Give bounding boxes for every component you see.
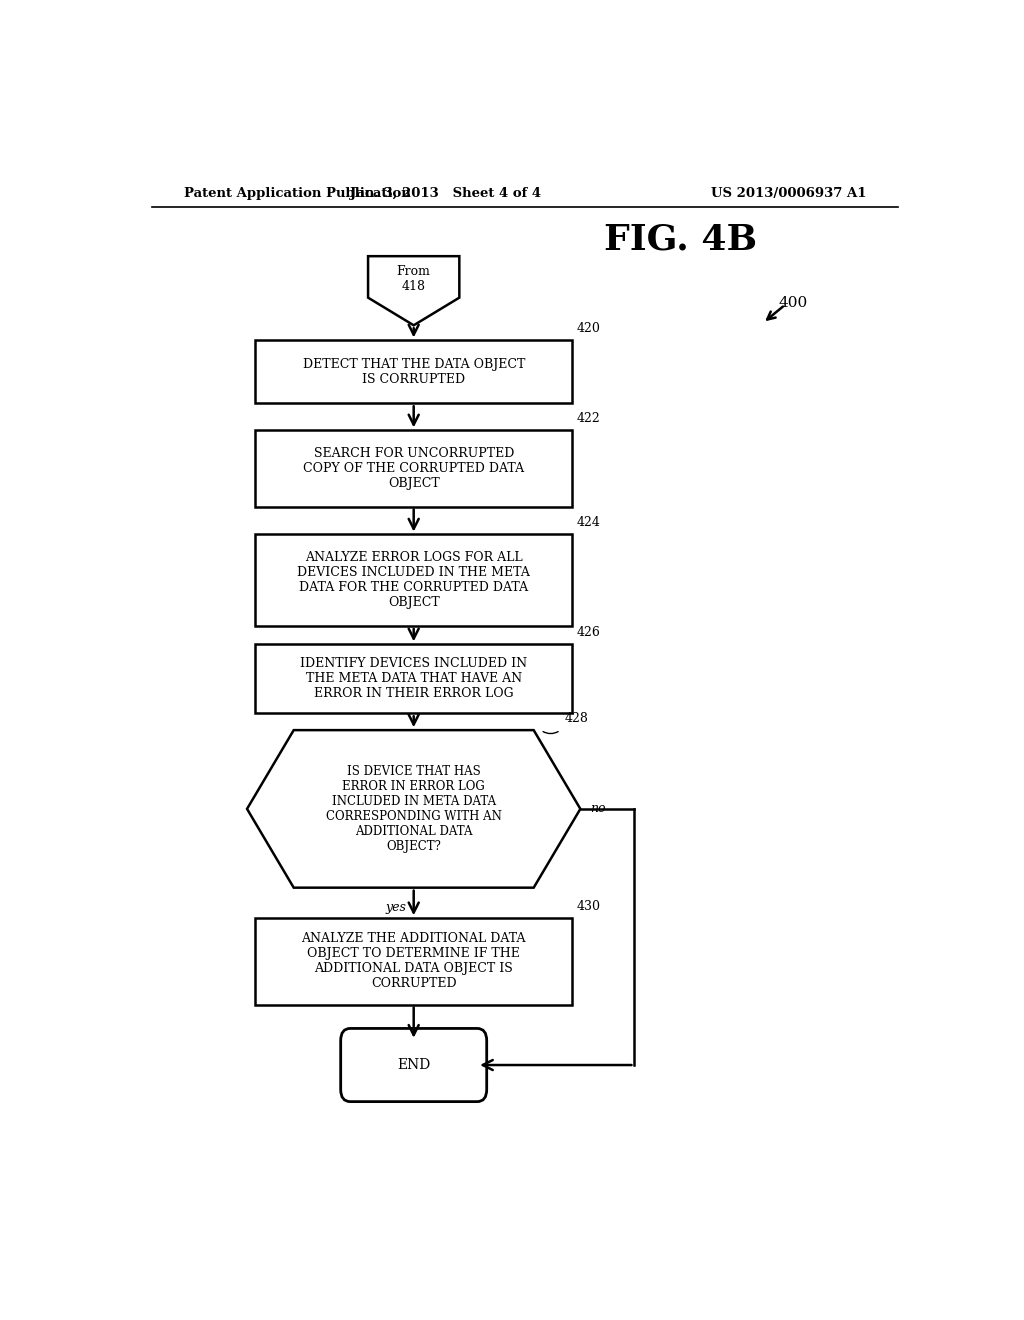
Text: 400: 400 bbox=[778, 296, 808, 310]
FancyBboxPatch shape bbox=[255, 535, 572, 626]
Text: FIG. 4B: FIG. 4B bbox=[604, 223, 758, 256]
FancyBboxPatch shape bbox=[255, 919, 572, 1005]
Text: IS DEVICE THAT HAS
ERROR IN ERROR LOG
INCLUDED IN META DATA
CORRESPONDING WITH A: IS DEVICE THAT HAS ERROR IN ERROR LOG IN… bbox=[326, 764, 502, 853]
Text: 424: 424 bbox=[577, 516, 600, 529]
Text: 430: 430 bbox=[577, 900, 600, 913]
Text: DETECT THAT THE DATA OBJECT
IS CORRUPTED: DETECT THAT THE DATA OBJECT IS CORRUPTED bbox=[302, 358, 525, 385]
FancyBboxPatch shape bbox=[255, 430, 572, 507]
Text: ANALYZE THE ADDITIONAL DATA
OBJECT TO DETERMINE IF THE
ADDITIONAL DATA OBJECT IS: ANALYZE THE ADDITIONAL DATA OBJECT TO DE… bbox=[301, 932, 526, 990]
Text: 422: 422 bbox=[577, 412, 600, 425]
Text: yes: yes bbox=[386, 900, 407, 913]
Text: END: END bbox=[397, 1059, 430, 1072]
Text: US 2013/0006937 A1: US 2013/0006937 A1 bbox=[711, 187, 866, 201]
FancyBboxPatch shape bbox=[255, 341, 572, 404]
Text: 426: 426 bbox=[577, 626, 600, 639]
FancyBboxPatch shape bbox=[255, 644, 572, 713]
Text: Jan. 3, 2013   Sheet 4 of 4: Jan. 3, 2013 Sheet 4 of 4 bbox=[350, 187, 541, 201]
Polygon shape bbox=[247, 730, 581, 887]
Text: From
418: From 418 bbox=[396, 265, 431, 293]
Text: 420: 420 bbox=[577, 322, 600, 335]
Text: IDENTIFY DEVICES INCLUDED IN
THE META DATA THAT HAVE AN
ERROR IN THEIR ERROR LOG: IDENTIFY DEVICES INCLUDED IN THE META DA… bbox=[300, 657, 527, 701]
Polygon shape bbox=[368, 256, 460, 325]
Text: Patent Application Publication: Patent Application Publication bbox=[183, 187, 411, 201]
FancyBboxPatch shape bbox=[341, 1028, 486, 1102]
Text: SEARCH FOR UNCORRUPTED
COPY OF THE CORRUPTED DATA
OBJECT: SEARCH FOR UNCORRUPTED COPY OF THE CORRU… bbox=[303, 447, 524, 490]
Text: ANALYZE ERROR LOGS FOR ALL
DEVICES INCLUDED IN THE META
DATA FOR THE CORRUPTED D: ANALYZE ERROR LOGS FOR ALL DEVICES INCLU… bbox=[297, 552, 530, 610]
Text: 428: 428 bbox=[564, 711, 589, 725]
Text: no: no bbox=[590, 803, 605, 816]
